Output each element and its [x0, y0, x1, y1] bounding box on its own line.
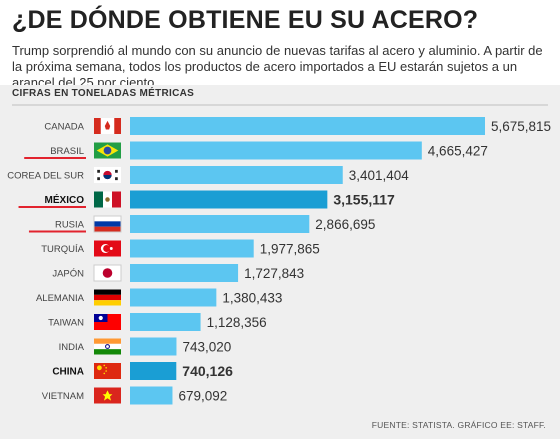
japan-flag-icon	[93, 264, 122, 282]
value-label-vietnam: 679,092	[178, 389, 227, 404]
value-label-canada: 5,675,815	[491, 119, 551, 134]
bar-taiwan	[130, 313, 201, 331]
value-label-mexico: 3,155,117	[333, 192, 395, 208]
category-label-rusia: RUSIA	[55, 220, 85, 231]
value-label-taiwan: 1,128,356	[207, 315, 267, 330]
turkey-flag-icon	[94, 240, 121, 257]
category-label-vietnam: VIETNAM	[42, 391, 84, 402]
underline-mexico	[18, 206, 86, 208]
bar-japon	[130, 264, 239, 282]
value-label-japon: 1,727,843	[244, 266, 304, 281]
category-label-brasil: BRASIL	[50, 146, 84, 157]
chart-subtitle: Trump sorprendió al mundo con su anuncio…	[12, 43, 543, 90]
bar-alemania	[130, 288, 217, 307]
south-korea-flag-icon	[94, 167, 121, 183]
category-label-turquia: TURQUÍA	[41, 244, 84, 255]
bar-corea-del-sur	[130, 166, 343, 184]
category-label-japon: JAPÓN	[52, 269, 84, 280]
taiwan-flag-icon	[94, 314, 121, 330]
category-label-alemania: ALEMANIA	[36, 293, 85, 304]
bar-rusia	[130, 215, 310, 233]
value-label-alemania: 1,380,433	[222, 291, 282, 306]
bar-turquia	[130, 239, 254, 258]
divider	[12, 104, 548, 106]
canada-flag-icon	[94, 118, 121, 134]
underline-rusia	[28, 230, 86, 233]
bar-brasil	[130, 141, 422, 160]
bar-vietnam	[130, 386, 173, 405]
category-label-mexico: MÉXICO	[45, 193, 85, 206]
vietnam-flag-icon	[94, 387, 121, 404]
category-label-india: INDIA	[59, 342, 85, 353]
value-label-china: 740,126	[182, 363, 233, 379]
units-label: CIFRAS EN TONELADAS MÉTRICAS	[12, 88, 195, 99]
bar-china	[130, 362, 177, 380]
category-label-china: CHINA	[52, 367, 84, 378]
value-label-corea-del-sur: 3,401,404	[349, 168, 410, 183]
value-label-turquia: 1,977,865	[260, 242, 320, 257]
source-footer: FUENTE: STATISTA. GRÁFICO EE: STAFF.	[371, 420, 546, 430]
brazil-flag-icon	[94, 142, 121, 159]
value-label-brasil: 4,665,427	[428, 144, 488, 159]
value-label-india: 743,020	[182, 340, 231, 355]
chart-title: ¿DE DÓNDE OBTIENE EU SU ACERO?	[12, 6, 479, 34]
category-label-canada: CANADA	[44, 122, 84, 133]
category-label-taiwan: TAIWAN	[48, 318, 84, 329]
bar-india	[130, 337, 177, 356]
value-label-rusia: 2,866,695	[315, 217, 375, 232]
russia-flag-icon	[93, 215, 122, 233]
bar-canada	[130, 117, 485, 135]
germany-flag-icon	[94, 289, 121, 306]
china-flag-icon	[94, 363, 121, 379]
india-flag-icon	[94, 338, 121, 355]
underline-brasil	[24, 157, 86, 159]
category-label-corea-del-sur: COREA DEL SUR	[7, 171, 84, 182]
mexico-flag-icon	[94, 191, 121, 208]
bar-mexico	[130, 190, 328, 209]
